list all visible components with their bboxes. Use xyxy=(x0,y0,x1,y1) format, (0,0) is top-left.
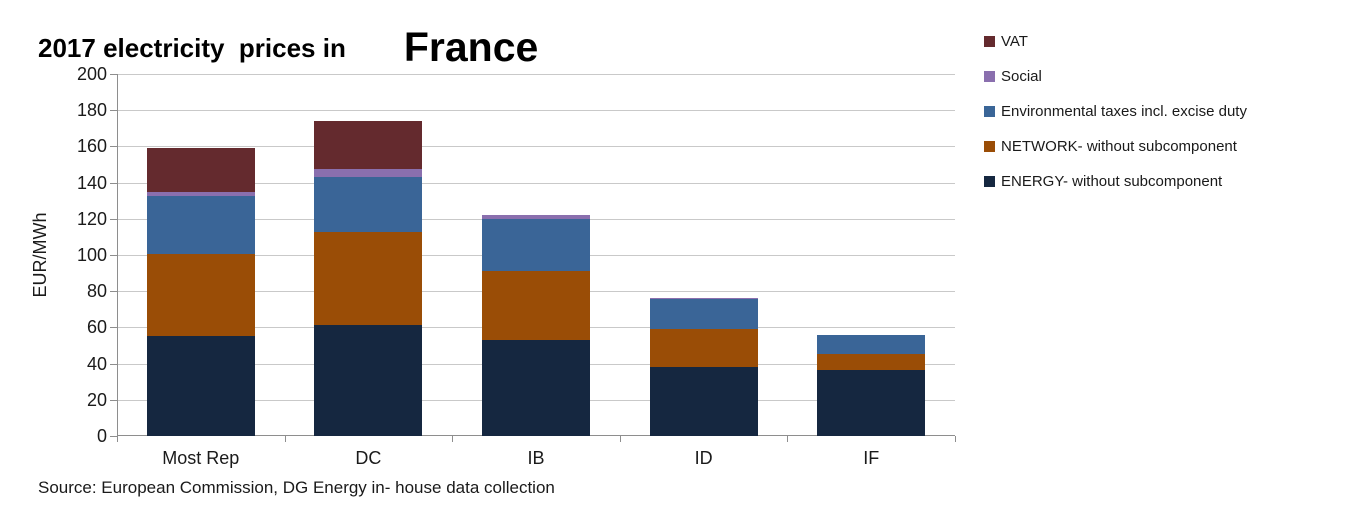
source-note: Source: European Commission, DG Energy i… xyxy=(38,478,555,497)
bar-segment xyxy=(482,218,590,272)
y-tick-label: 80 xyxy=(86,281,107,302)
x-tick-mark xyxy=(619,436,621,442)
y-tick-mark xyxy=(110,182,117,184)
x-tick-mark xyxy=(787,436,789,442)
y-tick-label: 0 xyxy=(96,426,107,446)
x-tick-mark xyxy=(955,436,956,442)
legend-item: Environmental taxes incl. excise duty xyxy=(984,100,1247,122)
bar-segment xyxy=(314,121,423,170)
y-tick-label: 60 xyxy=(86,317,107,338)
gridline xyxy=(117,74,955,75)
x-tick-mark xyxy=(284,436,286,442)
y-tick-label: 20 xyxy=(86,389,107,410)
y-axis-line xyxy=(117,74,118,436)
y-tick-mark xyxy=(110,110,117,112)
y-tick-mark xyxy=(110,218,117,220)
legend-item: ENERGY- without subcomponent xyxy=(984,170,1247,192)
chart-title: 2017 electricity prices in France xyxy=(38,24,538,71)
bar-segment xyxy=(649,367,758,436)
y-tick-mark xyxy=(110,74,117,75)
y-tick-mark xyxy=(110,291,117,293)
legend-item: NETWORK- without subcomponent xyxy=(984,135,1247,157)
x-axis-label: Most Rep xyxy=(162,448,240,468)
bar-segment xyxy=(817,334,926,354)
y-tick-label: 40 xyxy=(86,353,107,374)
y-tick-label: 160 xyxy=(76,136,107,157)
y-tick-mark xyxy=(110,327,117,329)
legend-swatch-icon xyxy=(984,140,995,152)
bar-segment xyxy=(146,148,255,192)
x-tick-mark xyxy=(452,436,454,442)
legend-label: Social xyxy=(1001,67,1042,85)
legend-swatch-icon xyxy=(984,105,995,117)
chart-title-text: 2017 electricity prices in xyxy=(38,33,346,63)
bar-segment xyxy=(649,297,758,300)
bar-segment xyxy=(649,329,758,368)
bar-segment xyxy=(146,254,255,337)
gridline xyxy=(117,182,955,184)
legend-swatch-icon xyxy=(984,175,995,187)
x-axis-label: IF xyxy=(863,448,880,468)
legend-swatch-icon xyxy=(984,35,995,47)
legend-label: ENERGY- without subcomponent xyxy=(1001,172,1223,190)
y-tick-label: 100 xyxy=(76,245,107,265)
chart-title-country: France xyxy=(403,24,539,70)
gridline xyxy=(117,110,955,112)
bar-segment xyxy=(649,299,758,330)
bar-segment xyxy=(482,340,590,436)
y-tick-label: 140 xyxy=(76,172,107,193)
gridline xyxy=(117,146,955,148)
bar-segment xyxy=(146,196,255,255)
bar-segment xyxy=(817,353,926,370)
y-tick-mark xyxy=(110,399,117,401)
legend-item: VAT xyxy=(984,30,1247,52)
bar-segment xyxy=(817,369,926,436)
plot-area xyxy=(117,74,955,436)
y-tick-label: 180 xyxy=(76,100,107,121)
bar-segment xyxy=(482,215,590,219)
y-tick-mark xyxy=(110,255,117,256)
legend: VAT Social Environmental taxes incl. excis… xyxy=(984,30,1247,205)
bar-segment xyxy=(314,324,423,436)
legend-label: VAT xyxy=(1001,32,1028,50)
legend-item: Social xyxy=(984,65,1247,87)
y-tick-label: 120 xyxy=(76,208,107,229)
y-tick-mark xyxy=(110,363,117,365)
y-tick-mark xyxy=(110,146,117,148)
bar-segment xyxy=(314,169,423,178)
legend-label: NETWORK- without subcomponent xyxy=(1001,137,1237,155)
x-axis-label: ID xyxy=(694,448,713,468)
y-tick-label: 200 xyxy=(76,64,107,84)
bar-segment xyxy=(146,336,255,436)
bar-segment xyxy=(482,271,590,341)
x-axis-label: DC xyxy=(355,448,382,468)
bar-segment xyxy=(146,191,255,197)
bar-segment xyxy=(314,232,423,325)
legend-swatch-icon xyxy=(984,70,995,82)
bar-segment xyxy=(314,177,423,233)
x-tick-mark xyxy=(117,436,118,442)
y-tick-mark xyxy=(110,436,117,437)
x-axis-label: IB xyxy=(527,448,545,468)
legend-label: Environmental taxes incl. excise duty xyxy=(1001,102,1247,120)
